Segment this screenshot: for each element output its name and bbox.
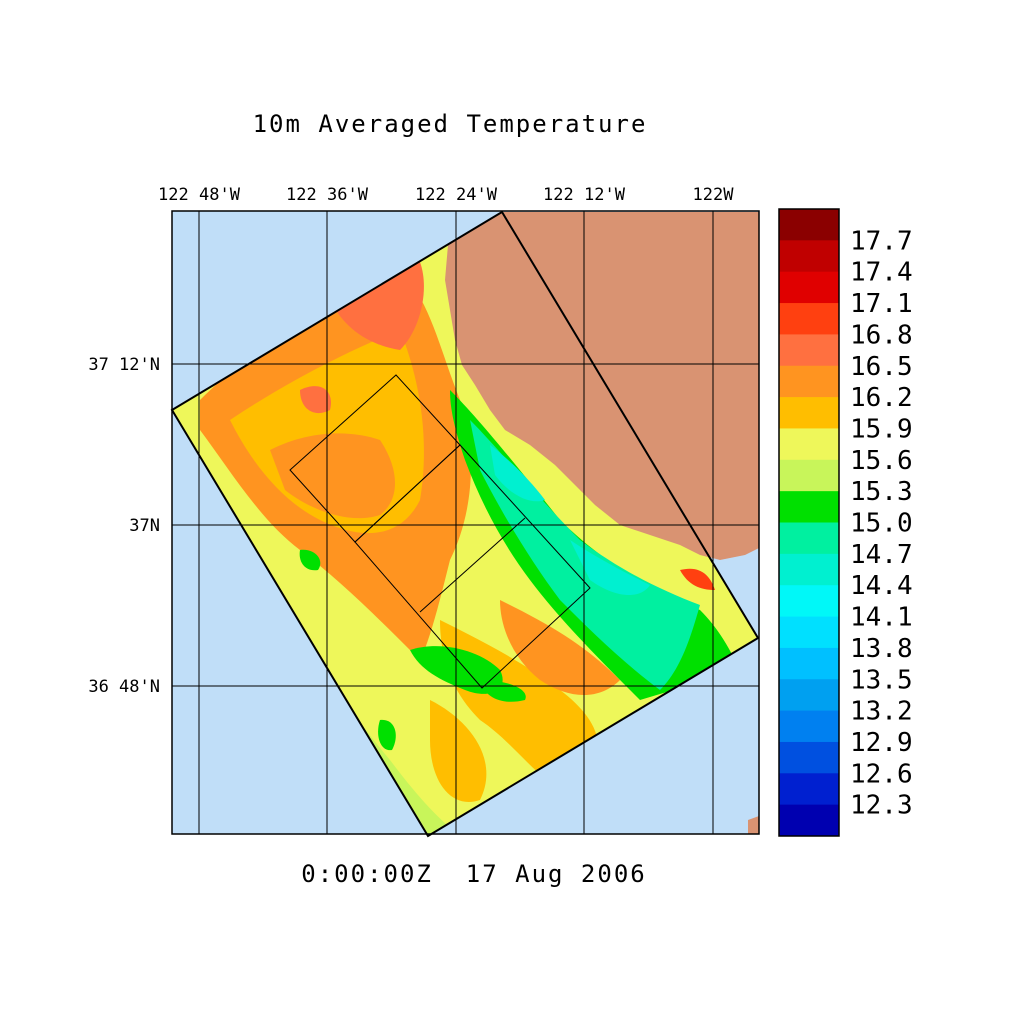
lon-label: 122W [693,185,735,205]
lat-label: 37 12'N [88,355,160,375]
colorbar-swatch [779,271,839,304]
colorbar-swatch [779,522,839,555]
colorbar-labels: 17.717.417.116.816.516.215.915.615.315.0… [850,226,913,820]
colorbar-swatch [779,710,839,743]
colorbar-label: 13.5 [850,665,913,695]
colorbar [778,208,840,837]
latitude-labels: 37 12'N 37N 36 48'N [88,355,160,697]
colorbar-swatch [779,741,839,774]
colorbar-swatch [779,773,839,806]
timestamp: 0:00:00Z 17 Aug 2006 [301,860,646,888]
lon-label: 122 24'W [415,185,498,205]
colorbar-label: 12.9 [850,728,913,758]
colorbar-swatch [779,365,839,398]
lat-label: 37N [129,516,160,536]
colorbar-swatch [779,491,839,523]
colorbar-label: 13.2 [850,697,913,727]
model-domain-outline [170,210,760,838]
map-panel [170,210,760,838]
colorbar-label: 13.8 [850,634,913,664]
colorbar-swatch [779,240,839,273]
colorbar-label: 17.7 [850,226,913,256]
colorbar-label: 15.3 [850,477,913,507]
colorbar-swatch [779,459,839,492]
lon-label: 122 36'W [286,185,369,205]
lon-label: 122 12'W [543,185,626,205]
longitude-labels: 122 48'W 122 36'W 122 24'W 122 12'W 122W [158,185,734,205]
colorbar-label: 15.9 [850,414,913,444]
colorbar-label: 16.8 [850,320,913,350]
colorbar-swatch [779,585,839,618]
colorbar-label: 14.1 [850,603,913,633]
colorbar-label: 14.7 [850,540,913,570]
colorbar-swatch [779,209,839,241]
colorbar-swatch [779,397,839,429]
colorbar-swatch [779,553,839,586]
colorbar-label: 16.2 [850,383,913,413]
colorbar-border [778,208,840,837]
colorbar-swatch [779,616,839,649]
colorbar-swatch [779,804,839,837]
colorbar-label: 15.6 [850,446,913,476]
map-title: 10m Averaged Temperature [253,110,648,138]
graticule [172,211,759,834]
colorbar-swatch [779,679,839,712]
colorbar-swatch [779,303,839,335]
colorbar-swatch [779,334,839,367]
colorbar-swatch [779,647,839,680]
colorbar-label: 17.1 [850,289,913,319]
colorbar-label: 17.4 [850,258,913,288]
colorbar-label: 15.0 [850,509,913,539]
colorbar-label: 16.5 [850,352,913,382]
colorbar-label: 12.6 [850,759,913,789]
lon-label: 122 48'W [158,185,241,205]
map-frame [171,210,760,835]
lat-label: 36 48'N [88,677,160,697]
colorbar-swatch [779,428,839,461]
colorbar-label: 14.4 [850,571,913,601]
colorbar-label: 12.3 [850,791,913,821]
nested-box-south [354,444,591,689]
